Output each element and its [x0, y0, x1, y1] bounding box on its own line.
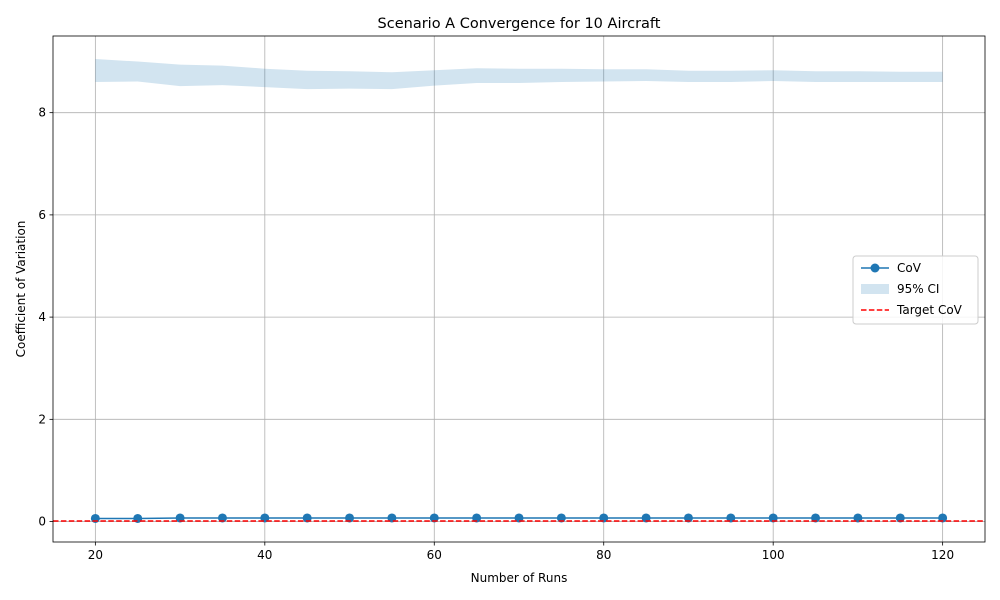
x-tick-label: 100 [762, 548, 785, 562]
cov-point [175, 513, 185, 523]
cov-point [302, 513, 312, 523]
legend-box [852, 255, 979, 325]
legend: CoV 95% CI Target CoV [852, 255, 979, 325]
legend-cov-label: CoV [897, 261, 922, 275]
ci-band [95, 59, 943, 90]
y-tick-label: 6 [38, 208, 46, 222]
cov-point [895, 513, 905, 523]
plot-frame [52, 35, 986, 543]
cov-point [599, 513, 609, 523]
cov-point [768, 513, 778, 523]
cov-point [853, 513, 863, 523]
y-tick-label: 8 [38, 106, 46, 120]
y-axis-title: Coefficient of Variation [14, 221, 28, 358]
y-tick-label: 4 [38, 310, 46, 324]
y-tick-label: 2 [38, 412, 46, 426]
x-tick-label: 20 [88, 548, 103, 562]
cov-point [641, 513, 651, 523]
legend-target-label: Target CoV [896, 303, 963, 317]
series-layer [90, 513, 948, 523]
cov-point [811, 513, 821, 523]
band-layer [95, 59, 943, 90]
x-tick-label: 80 [596, 548, 611, 562]
tick-layer: 20 40 60 80 100 120 0 2 4 6 8 [38, 106, 954, 562]
legend-ci-swatch [861, 284, 889, 294]
cov-point [217, 513, 227, 523]
cov-point [514, 513, 524, 523]
x-tick-label: 120 [931, 548, 954, 562]
cov-point [683, 513, 693, 523]
cov-point [726, 513, 736, 523]
cov-point [472, 513, 482, 523]
cov-point [387, 513, 397, 523]
x-tick-label: 60 [427, 548, 442, 562]
cov-point [429, 513, 439, 523]
grid-layer [53, 36, 985, 542]
cov-point [556, 513, 566, 523]
legend-cov-marker [870, 263, 880, 273]
cov-point [938, 513, 948, 523]
chart-title: Scenario A Convergence for 10 Aircraft [378, 16, 661, 32]
legend-ci-label: 95% CI [897, 282, 939, 296]
y-tick-label: 0 [38, 515, 46, 529]
x-axis-title: Number of Runs [471, 571, 568, 585]
x-tick-label: 40 [257, 548, 272, 562]
cov-point [260, 513, 270, 523]
cov-point [345, 513, 355, 523]
